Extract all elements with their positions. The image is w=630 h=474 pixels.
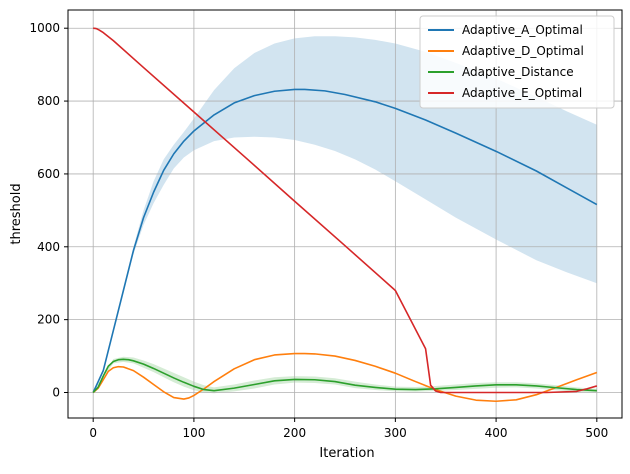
y-tick-label-0: 0 [52, 386, 60, 400]
confidence-bands [93, 36, 597, 394]
x-tick-label-500: 500 [585, 426, 608, 440]
y-tick-label-200: 200 [37, 313, 60, 327]
series-line-adaptive-a-optimal [92, 88, 598, 393]
x-tick-label-400: 400 [485, 426, 508, 440]
y-tick-label-400: 400 [37, 240, 60, 254]
legend-box [419, 15, 615, 109]
legend: Adaptive_A_Optimal Adaptive_D_Optimal Adap… [419, 15, 615, 109]
legend-label-adaptive-distance: Adaptive_Distance [462, 65, 574, 79]
x-tick-label-300: 300 [384, 426, 407, 440]
axes [67, 9, 623, 419]
plot-frame [67, 9, 623, 419]
x-tick-label-200: 200 [283, 426, 306, 440]
x-tick-label-0: 0 [89, 426, 97, 440]
y-tick-label-1000: 1000 [29, 21, 60, 35]
legend-label-adaptive-e-optimal: Adaptive_E_Optimal [462, 86, 582, 100]
legend-label-adaptive-a-optimal: Adaptive_A_Optimal [462, 23, 583, 37]
y-tick-label-600: 600 [37, 167, 60, 181]
series-line-adaptive-distance [92, 358, 597, 394]
x-tick-label-100: 100 [182, 426, 205, 440]
x-axis-label: Iteration [319, 446, 374, 461]
series-line-adaptive-d-optimal [92, 352, 598, 403]
band-adaptive-distance [93, 356, 597, 394]
band-adaptive-a-optimal [93, 36, 597, 393]
legend-label-adaptive-d-optimal: Adaptive_D_Optimal [462, 44, 584, 58]
y-tick-label-800: 800 [37, 94, 60, 108]
series-line-adaptive-e-optimal [93, 27, 598, 394]
ticks: 0 100 200 300 400 500 0 200 400 600 800 1000 [29, 21, 608, 440]
series-lines [92, 27, 598, 403]
y-axis-label: threshold [9, 183, 24, 244]
